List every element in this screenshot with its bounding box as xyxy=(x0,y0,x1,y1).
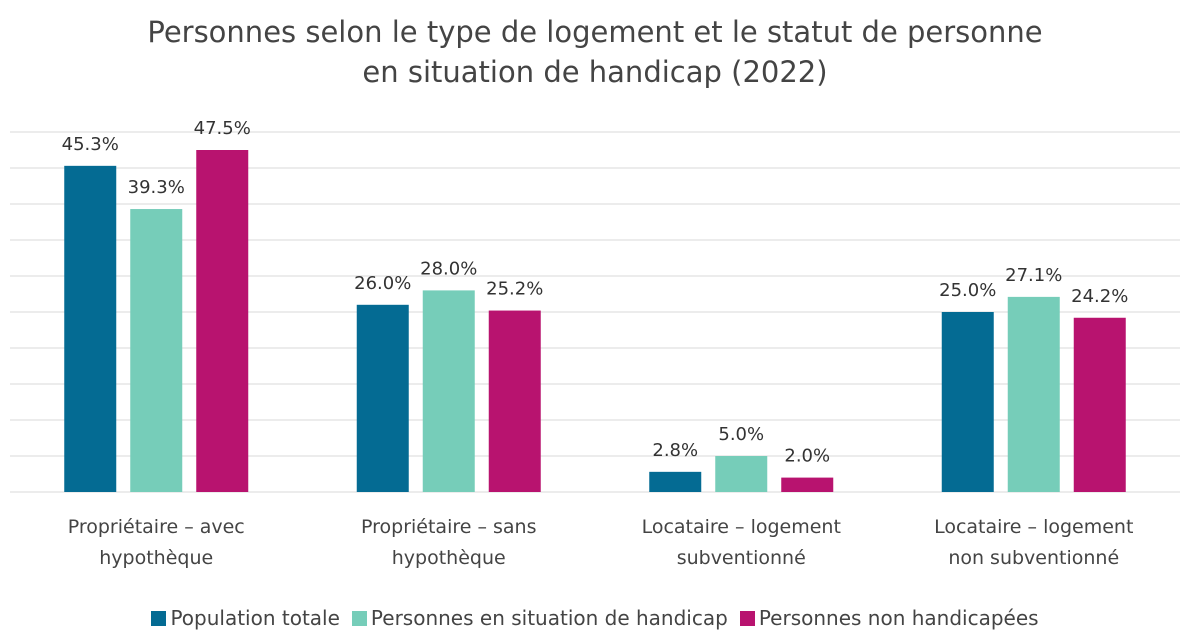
legend-swatch xyxy=(739,611,755,626)
bar xyxy=(488,310,541,492)
bar xyxy=(649,471,702,492)
data-label: 47.5% xyxy=(194,118,251,139)
legend-item: Personnes non handicapées xyxy=(739,606,1039,630)
bar xyxy=(1007,296,1060,492)
data-label: 26.0% xyxy=(354,273,411,294)
legend-label: Population totale xyxy=(170,606,340,630)
data-label: 24.2% xyxy=(1071,286,1128,307)
bar xyxy=(715,456,768,492)
data-label: 2.0% xyxy=(784,446,830,467)
legend: Population totale Personnes en situation … xyxy=(0,606,1190,630)
x-tick-label: Propriétaire – sans hypothèque xyxy=(361,516,537,569)
bar xyxy=(422,290,475,492)
data-label: 45.3% xyxy=(62,134,119,155)
data-label: 5.0% xyxy=(718,424,764,445)
data-label: 39.3% xyxy=(128,177,185,198)
legend-swatch xyxy=(351,611,367,626)
x-tick-label: Propriétaire – avec hypothèque xyxy=(67,516,245,569)
data-label: 28.0% xyxy=(420,258,477,279)
data-label: 25.2% xyxy=(486,279,543,300)
bar xyxy=(356,304,409,492)
bar xyxy=(64,165,117,492)
data-label: 2.8% xyxy=(652,440,698,461)
x-tick-label: Locataire – logement subventionné xyxy=(641,516,841,569)
legend-item: Personnes en situation de handicap xyxy=(351,606,728,630)
chart-title: Personnes selon le type de logement et l… xyxy=(147,15,1043,89)
legend-label: Personnes non handicapées xyxy=(758,606,1039,630)
legend-swatch xyxy=(151,611,167,626)
legend-item: Population totale xyxy=(151,606,340,630)
bar xyxy=(196,150,249,492)
data-label: 27.1% xyxy=(1005,265,1062,286)
legend-label: Personnes en situation de handicap xyxy=(370,606,728,630)
data-label: 25.0% xyxy=(939,280,996,301)
bar xyxy=(130,209,183,493)
x-tick-label: Locataire – logement non subventionné xyxy=(934,516,1134,569)
bar xyxy=(781,477,834,492)
bar xyxy=(1073,317,1126,492)
bar xyxy=(941,312,994,492)
